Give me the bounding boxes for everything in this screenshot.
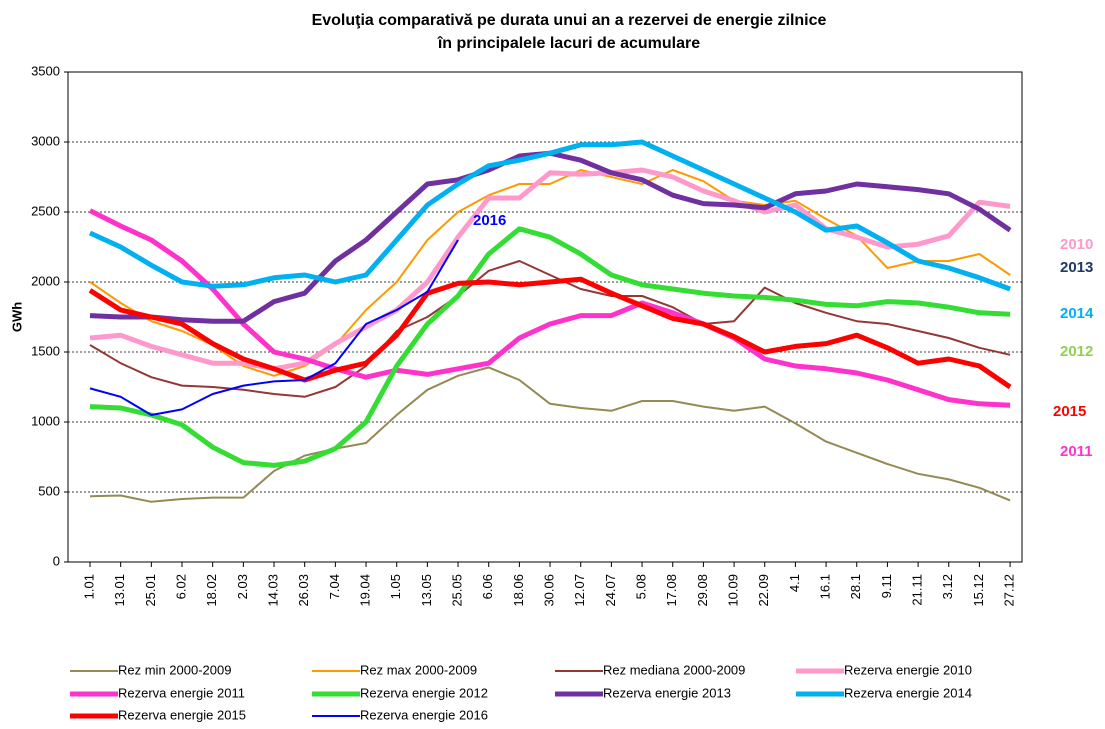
x-tick-label: 18.02 — [204, 574, 219, 607]
annotation: 2010 — [1060, 236, 1093, 253]
x-tick-label: 6.06 — [480, 574, 495, 599]
legend-label: Rezerva energie 2011 — [118, 685, 245, 700]
series-line — [88, 139, 1011, 292]
annotation: 2013 — [1060, 259, 1093, 276]
chart-subtitle: în principalele lacuri de acumulare — [437, 35, 700, 52]
x-tick-label: 7.04 — [327, 574, 342, 599]
y-tick-label: 1000 — [31, 413, 60, 428]
x-tick-label: 4.1 — [787, 574, 802, 592]
x-tick-label: 10.09 — [726, 574, 741, 607]
annotation: 2011 — [1060, 443, 1093, 460]
x-tick-label: 29.08 — [695, 574, 710, 607]
x-tick-label: 26.03 — [296, 574, 311, 607]
y-tick-label: 0 — [53, 553, 60, 568]
x-tick-label: 5.08 — [633, 574, 648, 599]
x-tick-label: 9.11 — [879, 574, 894, 598]
x-tick-label: 21.11 — [910, 574, 925, 606]
x-tick-label: 28.1 — [848, 574, 863, 599]
annotation: 2016 — [473, 212, 506, 229]
legend-label: Rezerva energie 2014 — [844, 685, 972, 700]
x-tick-label: 13.05 — [419, 574, 434, 607]
y-tick-label: 2000 — [31, 273, 60, 288]
y-axis-label: GWh — [9, 302, 24, 332]
x-tick-label: 22.09 — [756, 574, 771, 607]
series-line — [89, 169, 1011, 377]
legend-label: Rezerva energie 2010 — [844, 662, 972, 677]
x-tick-label: 19.04 — [357, 574, 372, 607]
annotation: 2014 — [1060, 305, 1094, 322]
y-tick-label: 3000 — [31, 133, 60, 148]
series-line — [89, 366, 1011, 503]
series-line — [89, 260, 1011, 398]
x-tick-label: 1.05 — [388, 574, 403, 599]
series-line — [88, 276, 1012, 390]
x-tick-label: 25.05 — [449, 574, 464, 607]
x-tick-label: 13.01 — [112, 574, 127, 607]
legend-label: Rez max 2000-2009 — [360, 662, 477, 677]
x-tick-label: 6.02 — [173, 574, 188, 599]
y-tick-label: 500 — [38, 483, 60, 498]
series-line — [89, 167, 1011, 372]
legend-label: Rezerva energie 2012 — [360, 685, 488, 700]
y-tick-label: 3500 — [31, 63, 60, 78]
x-tick-label: 14.03 — [265, 574, 280, 607]
x-tick-label: 27.12 — [1002, 574, 1017, 607]
legend-label: Rezerva energie 2015 — [118, 707, 246, 722]
x-tick-label: 25.01 — [143, 574, 158, 607]
plot-area — [67, 71, 1023, 563]
x-tick-label: 17.08 — [664, 574, 679, 607]
y-tick-label: 2500 — [31, 203, 60, 218]
annotation: 2015 — [1053, 403, 1086, 420]
x-tick-label: 1.01 — [81, 574, 96, 599]
legend-label: Rez mediana 2000-2009 — [603, 662, 745, 677]
annotation: 2012 — [1060, 343, 1093, 360]
chart-title: Evoluţia comparativă pe durata unui an a… — [312, 12, 827, 29]
x-tick-label: 18.06 — [511, 574, 526, 607]
x-tick-label: 24.07 — [603, 574, 618, 607]
legend-label: Rez min 2000-2009 — [118, 662, 231, 677]
series-line — [88, 208, 1011, 408]
legend-label: Rezerva energie 2016 — [360, 707, 488, 722]
x-tick-label: 16.1 — [818, 574, 833, 599]
series-line — [89, 226, 1011, 468]
x-tick-label: 2.03 — [235, 574, 250, 599]
x-tick-label: 3.12 — [940, 574, 955, 599]
x-tick-label: 12.07 — [572, 574, 587, 607]
x-tick-label: 15.12 — [971, 574, 986, 607]
series-line — [89, 239, 459, 416]
x-tick-label: 30.06 — [541, 574, 556, 607]
legend-label: Rezerva energie 2013 — [603, 685, 731, 700]
y-tick-label: 1500 — [31, 343, 60, 358]
